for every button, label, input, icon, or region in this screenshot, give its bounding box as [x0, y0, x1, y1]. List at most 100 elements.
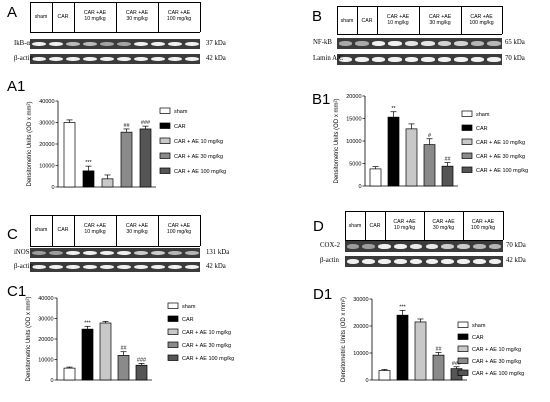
blot-band	[454, 57, 468, 62]
lane-label-line: 100 mg/kg	[166, 229, 192, 235]
legend-swatch	[457, 369, 469, 376]
bar-5	[139, 128, 152, 188]
header-top-line	[30, 2, 200, 3]
blot-band	[82, 56, 97, 62]
chart-group-c1: 0 10000 20000 30000 40000 Densitometric Units…	[26, 296, 234, 384]
blot-band	[48, 41, 63, 47]
lane-label-4: CAR +AE 30 mg/kg	[424, 219, 463, 231]
bar-4	[120, 131, 133, 188]
y-tick-label: 20000	[353, 324, 368, 330]
blot-band	[470, 57, 484, 62]
blot-band	[472, 244, 486, 249]
legend-label: CAR + AE 30 mg/kg	[472, 359, 521, 365]
y-axis-label: Densitometric Units (OD x mm²)	[334, 98, 340, 183]
blot-band	[457, 259, 470, 264]
legend-swatch	[461, 166, 473, 173]
blot-band	[346, 244, 360, 249]
lane-label-line: 30 mg/kg	[429, 20, 451, 26]
lane-label-5: CAR +AE 100 mg/kg	[158, 10, 200, 22]
lane-label-line: sham	[34, 14, 48, 20]
lane-label-3: CAR +AE 10 mg/kg	[385, 219, 424, 231]
y-tick-label: 40000	[39, 99, 54, 105]
lane-label-line: 100 mg/kg	[166, 16, 192, 22]
blot-band	[82, 250, 97, 256]
bar-3	[405, 128, 418, 187]
legend-swatch	[167, 328, 179, 335]
header-bottom-line	[30, 32, 200, 33]
blot-protein-label: IkB-α	[14, 40, 31, 47]
blot-band	[355, 57, 369, 62]
significance-label: ##	[444, 157, 451, 163]
blot-protein-label: Lamin A/C	[313, 55, 344, 62]
legend-label: sham	[472, 323, 486, 329]
blot-band	[150, 56, 165, 62]
lane-label-line: CAR +AE	[432, 219, 455, 225]
legend-swatch	[159, 122, 171, 129]
blot-protein-label: iNOS	[14, 249, 30, 256]
significance-label: ###	[141, 120, 151, 126]
legend-label: CAR	[472, 335, 484, 341]
blot-band	[378, 259, 391, 264]
bar-4	[117, 355, 130, 381]
blot-strip-2	[345, 256, 503, 267]
blot-band	[150, 41, 165, 47]
blot-kda-label: 37 kDa	[206, 40, 226, 47]
blot-band	[184, 264, 199, 270]
blot-band	[404, 41, 418, 46]
y-axis-label: Densitometric Units (OD x mm²)	[341, 297, 347, 382]
bar-2	[387, 116, 400, 187]
blot-protein-label: β-actin	[320, 257, 339, 264]
legend-swatch	[159, 167, 171, 174]
blot-kda-label: 70 kDa	[505, 55, 525, 62]
panel-letter-c: C	[7, 226, 18, 243]
blot-band	[437, 41, 451, 46]
header-divider	[74, 215, 75, 246]
header-divider	[158, 215, 159, 246]
blot-band	[116, 41, 131, 47]
header-divider	[385, 211, 386, 240]
lane-label-line: CAR +AE	[471, 219, 495, 225]
lane-label-3: CAR +AE 10 mg/kg	[377, 14, 419, 26]
lane-label-line: CAR +AE	[428, 14, 452, 20]
bar-2	[396, 314, 409, 381]
y-tick-label: 10000	[39, 164, 54, 170]
blot-strip-1	[30, 39, 200, 49]
bar-2	[82, 170, 95, 188]
blot-band	[487, 41, 501, 46]
lane-label-line: CAR	[57, 227, 69, 233]
header-divider	[463, 211, 464, 240]
header-bottom-line	[337, 34, 502, 35]
blot-band	[472, 259, 486, 264]
header-divider	[419, 6, 420, 34]
header-divider	[52, 215, 53, 246]
lane-label-line: CAR +AE	[83, 10, 107, 16]
lane-label-line: sham	[34, 227, 48, 233]
blot-band	[437, 57, 451, 62]
legend-swatch	[457, 321, 469, 328]
lane-label-line: sham	[348, 223, 362, 229]
panel-letter-b1: B1	[312, 91, 331, 108]
significance-label: ##	[123, 123, 130, 129]
legend-label: CAR	[174, 124, 186, 130]
lane-label-1: sham	[345, 223, 365, 229]
blot-band	[48, 264, 63, 270]
blot-band	[116, 250, 131, 256]
chart-group-d1: 0 10000 20000 30000 Densitometric Units (OD …	[341, 297, 524, 384]
significance-label: #	[428, 133, 432, 139]
blot-band	[133, 41, 148, 47]
legend-swatch	[167, 341, 179, 348]
lane-label-2: CAR	[52, 14, 74, 20]
blot-band	[48, 56, 63, 62]
header-divider	[424, 211, 425, 240]
lane-label-3: CAR +AE 10 mg/kg	[74, 223, 116, 235]
legend-swatch	[167, 302, 179, 309]
header-divider	[52, 2, 53, 32]
lane-label-line: 30 mg/kg	[126, 16, 148, 22]
blot-band	[65, 250, 80, 256]
header-divider	[74, 2, 75, 32]
legend-label: CAR	[182, 317, 194, 323]
legend-swatch	[457, 345, 469, 352]
blot-band	[421, 57, 435, 62]
y-tick-label: 10000	[38, 358, 53, 364]
